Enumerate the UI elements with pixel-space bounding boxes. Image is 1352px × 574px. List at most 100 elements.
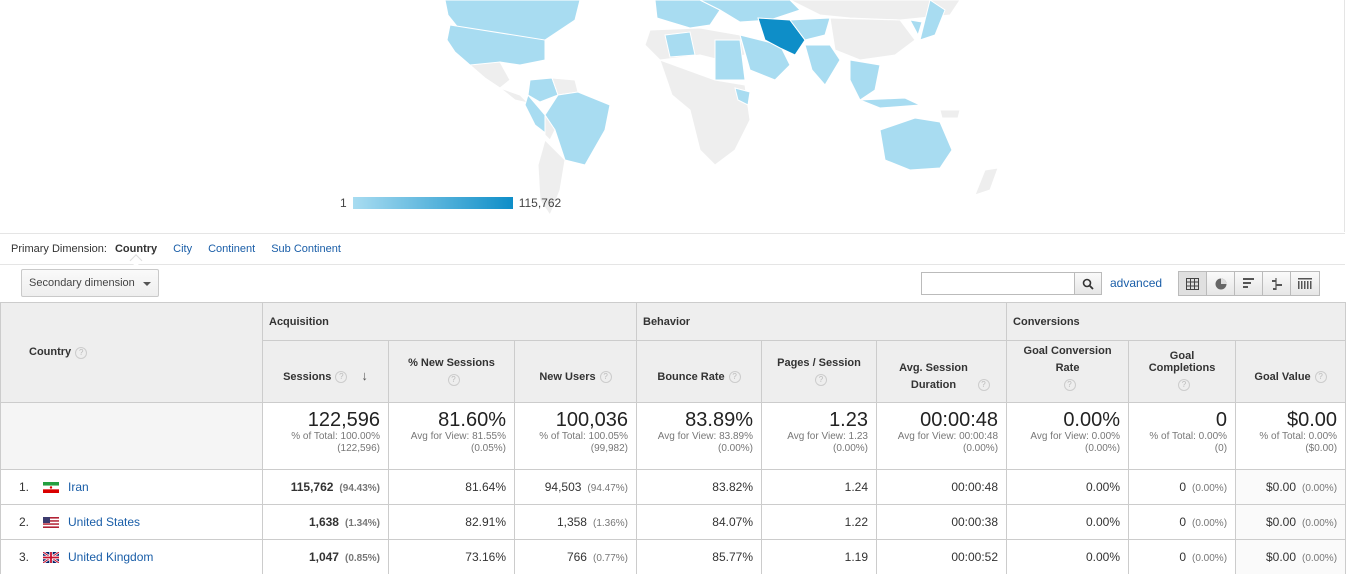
table-row: 3. United Kingdom 1,047 (0.85%) 73.16% 766 (0.… [0,539,1347,574]
total-pages-session: 1.23 Avg for View: 1.23 (0.00%) [761,402,877,470]
avg-duration-column-header[interactable]: Avg. Session Duration? [875,340,1008,403]
primary-dimension-bar: Primary Dimension: Country City Continen… [0,233,1345,265]
new-users-column-header[interactable]: New Users? [514,340,637,403]
help-icon[interactable]: ? [75,346,88,359]
new-users-value: 94,503 [544,480,582,494]
region-bolivia [544,113,556,141]
goal-value-cell: $0.00 (0.00%) [1235,504,1347,540]
dimension-city-link[interactable]: City [173,243,193,255]
new-sessions-cell: 82.91% [388,504,515,540]
region-india [804,44,841,86]
pages-session-column-header[interactable]: Pages / Session? [761,340,877,403]
help-icon[interactable]: ? [335,371,348,384]
primary-dimension-label: Primary Dimension: [11,243,107,255]
help-icon[interactable]: ? [447,373,460,386]
secondary-dimension-label: Secondary dimension [29,277,135,289]
total-sub: (0) [1214,443,1228,454]
totals-label-cell [0,402,263,470]
goal-comp-value: 0 [1179,550,1187,564]
country-header-label: Country [29,346,72,359]
country-link[interactable]: United Kingdom [68,550,154,564]
flag-iran-icon [43,482,59,494]
total-sub: (122,596) [337,443,380,454]
region-china [829,17,916,61]
total-sub: (0.05%) [470,443,506,454]
bounce-rate-cell: 85.77% [636,539,762,574]
performance-view-button[interactable] [1235,272,1263,295]
total-avg-duration: 00:00:48 Avg for View: 00:00:48 (0.00%) [875,402,1008,470]
goal-conv-column-header[interactable]: Goal Conversion Rate? [1006,340,1130,403]
goal-value-pct: (0.00%) [1302,518,1338,529]
sessions-header-label: Sessions [283,371,332,383]
goal-comp-pct: (0.00%) [1192,553,1228,564]
total-sub: % of Total: 100.05% [539,431,628,442]
row-rank: 2. [19,515,30,529]
new-users-header-label: New Users [539,371,596,383]
row-rank: 1. [19,480,30,494]
country-cell: 3. United Kingdom [0,539,263,574]
geo-map[interactable]: 1 115,762 [0,0,1345,232]
bounce-rate-column-header[interactable]: Bounce Rate? [636,340,762,403]
region-mexico [468,61,511,89]
goal-value-value: $0.00 [1265,480,1297,494]
avg-duration-cell: 00:00:52 [875,539,1008,574]
dimension-subcontinent-link[interactable]: Sub Continent [271,243,341,255]
help-icon[interactable]: ? [1178,378,1191,391]
help-icon[interactable]: ? [1063,379,1076,392]
comparison-view-button[interactable] [1263,272,1291,295]
country-column-header[interactable]: Country? [0,302,263,403]
help-icon[interactable]: ? [728,371,741,384]
total-value: 122,596 [307,409,380,431]
goal-comp-pct: (0.00%) [1192,483,1228,494]
total-sub: Avg for View: 81.55% [410,431,506,442]
goal-conv-cell: 0.00% [1006,504,1130,540]
totals-row: 122,596% of Total: 100.00% (122,596) 81.6… [0,402,1347,470]
sessions-pct: (0.85%) [344,553,380,564]
chevron-down-icon [143,282,151,286]
total-sub: Avg for View: 83.89% [657,431,753,442]
view-switcher [1178,271,1320,296]
pivot-view-button[interactable] [1291,272,1319,295]
explorer-table: Country? Acquisition Behavior Conversion… [0,302,1347,574]
help-icon[interactable]: ? [815,373,827,386]
new-users-cell: 1,358 (1.36%) [514,504,637,540]
sessions-column-header[interactable]: Sessions? ↓ [262,340,389,403]
world-map-svg[interactable] [0,0,1345,232]
advanced-filter-link[interactable]: advanced [1110,276,1163,290]
country-cell: 1. Iran [0,469,263,505]
goal-value-column-header[interactable]: Goal Value? [1235,340,1347,403]
total-value: 100,036 [555,409,628,431]
total-bounce-rate: 83.89% Avg for View: 83.89% (0.00%) [636,402,762,470]
new-sessions-header-label: % New Sessions [408,356,495,369]
total-sub: Avg for View: 0.00% [1030,431,1121,442]
search-button[interactable] [1074,272,1102,295]
help-icon[interactable]: ? [977,379,990,392]
new-users-pct: (1.36%) [592,518,628,529]
dimension-continent-link[interactable]: Continent [208,243,256,255]
total-value: 1.23 [829,409,868,431]
flag-usa-icon [43,517,59,529]
country-link[interactable]: Iran [68,480,89,494]
total-new-users: 100,036% of Total: 100.05% (99,982) [514,402,637,470]
region-egypt-sudan [714,39,746,81]
table-view-button[interactable] [1179,272,1207,295]
legend-gradient-bar [352,197,513,209]
sessions-cell: 1,638 (1.34%) [262,504,389,540]
total-value: 0 [1215,409,1228,431]
comparison-icon [1271,277,1282,290]
new-users-cell: 766 (0.77%) [514,539,637,574]
country-cell: 2. United States [0,504,263,540]
pie-view-button[interactable] [1207,272,1235,295]
new-sessions-column-header[interactable]: % New Sessions? [388,340,515,403]
total-sub: ($0.00) [1305,443,1338,454]
help-icon[interactable]: ? [1314,371,1327,384]
country-link[interactable]: United States [68,515,141,529]
total-sub: Avg for View: 1.23 [787,431,868,442]
help-icon[interactable]: ? [599,371,612,384]
goal-comp-column-header[interactable]: Goal Completions? [1128,340,1237,403]
goal-comp-value: 0 [1179,480,1187,494]
region-nz [974,167,999,196]
secondary-dimension-dropdown[interactable]: Secondary dimension [21,269,159,297]
pie-icon [1215,278,1226,289]
table-search-input[interactable] [921,272,1075,295]
